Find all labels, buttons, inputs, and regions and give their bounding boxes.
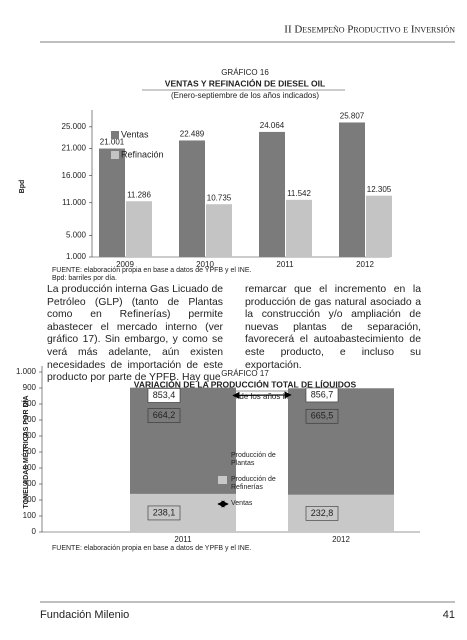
- y-tick-label: 1.000: [66, 252, 87, 261]
- y-tick-label: 300: [23, 479, 37, 488]
- legend-swatch: [111, 131, 119, 139]
- value-label-box: [147, 388, 181, 403]
- chart-title: VENTAS Y REFINACIÓN DE DIESEL OIL: [165, 77, 325, 88]
- bar-segment: [288, 494, 394, 532]
- legend-label: Ventas: [231, 500, 253, 507]
- value-label: 664,2: [153, 410, 176, 420]
- value-label: 11.286: [127, 190, 151, 199]
- x-tick-label: 2011: [174, 535, 192, 544]
- bar: [99, 148, 125, 257]
- value-label: 232,8: [311, 508, 334, 518]
- legend-swatch: [218, 476, 227, 484]
- y-tick-label: 100: [23, 511, 37, 520]
- value-label: 24.064: [260, 121, 285, 130]
- bar: [206, 204, 232, 257]
- legend-label: Producción de Refinerías: [231, 476, 276, 491]
- bar: [366, 195, 392, 257]
- chart-title: VARIACIÓN DE LA PRODUCCIÓN TOTAL DE LÍQU…: [134, 378, 357, 389]
- line-series: [232, 391, 292, 399]
- value-label: 856,7: [311, 389, 334, 399]
- value-label: 238,1: [153, 507, 176, 517]
- value-label: 25.807: [340, 112, 365, 121]
- section-header: II Desempeño Productivo e Inversión: [284, 24, 455, 36]
- y-tick-label: 1.000: [16, 367, 37, 376]
- value-label-box: [305, 408, 339, 424]
- y-tick-label: 25.000: [62, 122, 87, 131]
- legend-label: Ventas: [121, 129, 149, 139]
- source-note: Bpd: barriles por día.: [52, 275, 117, 282]
- bar-segment: [288, 388, 394, 495]
- x-tick-label: 2010: [196, 260, 214, 269]
- paragraph-column: La producción interna Gas Licuado de Pet…: [47, 284, 223, 384]
- bar: [179, 140, 205, 257]
- y-tick-label: 800: [23, 399, 37, 408]
- paragraph-column: remarcar que el incremento en la producc…: [245, 284, 421, 371]
- bar-segment: [130, 493, 236, 532]
- footer-publisher: Fundación Milenio: [40, 609, 129, 621]
- value-label: 665,5: [311, 411, 334, 421]
- y-tick-label: 0: [32, 527, 37, 536]
- legend-swatch: [218, 452, 227, 460]
- value-label: 11.542: [287, 189, 311, 198]
- source-note: FUENTE: elaboración propia en base a dat…: [52, 545, 252, 552]
- page-number: 41: [443, 609, 455, 621]
- value-label: 12.305: [367, 185, 392, 194]
- chart-label: GRÁFICO 16: [221, 68, 269, 77]
- source-note: FUENTE: elaboración propia en base a dat…: [52, 267, 252, 274]
- x-tick-label: 2009: [116, 260, 134, 269]
- y-tick-label: 11.000: [62, 198, 86, 207]
- y-tick-label: 21.000: [62, 144, 87, 153]
- legend-label: Refinación: [121, 149, 164, 159]
- legend-swatch: [111, 151, 119, 159]
- y-tick-label: 5.000: [66, 230, 87, 239]
- y-axis-label: Bpd: [19, 180, 26, 194]
- value-label: 853,4: [153, 390, 176, 400]
- x-tick-label: 2012: [356, 260, 374, 269]
- y-tick-label: 200: [23, 495, 37, 504]
- value-label-box: [147, 408, 181, 423]
- y-tick-label: 700: [23, 415, 37, 424]
- value-label-box: [147, 505, 181, 521]
- y-axis-label: TONELADAS MÉTRICAS POR DÍA: [21, 395, 30, 508]
- y-tick-label: 900: [23, 383, 37, 392]
- bar: [259, 131, 285, 257]
- bar: [126, 201, 152, 257]
- y-tick-label: 16.000: [62, 171, 87, 180]
- bar: [339, 122, 365, 258]
- legend-label: Producción de Plantas: [231, 452, 276, 467]
- value-label: 10.735: [207, 193, 232, 202]
- y-tick-label: 500: [23, 447, 37, 456]
- bar: [286, 199, 312, 257]
- x-tick-label: 2012: [332, 535, 350, 544]
- value-label: 21.001: [100, 138, 125, 147]
- chart-subtitle: (Enero-septiembre de los años indicados): [171, 91, 319, 100]
- value-label: 22.489: [180, 130, 205, 139]
- value-label-box: [305, 387, 339, 403]
- y-tick-label: 400: [23, 463, 37, 472]
- y-tick-label: 600: [23, 431, 37, 440]
- value-label-box: [305, 506, 339, 521]
- x-tick-label: 2011: [276, 260, 294, 269]
- chart-label: GRÁFICO 17: [221, 369, 269, 378]
